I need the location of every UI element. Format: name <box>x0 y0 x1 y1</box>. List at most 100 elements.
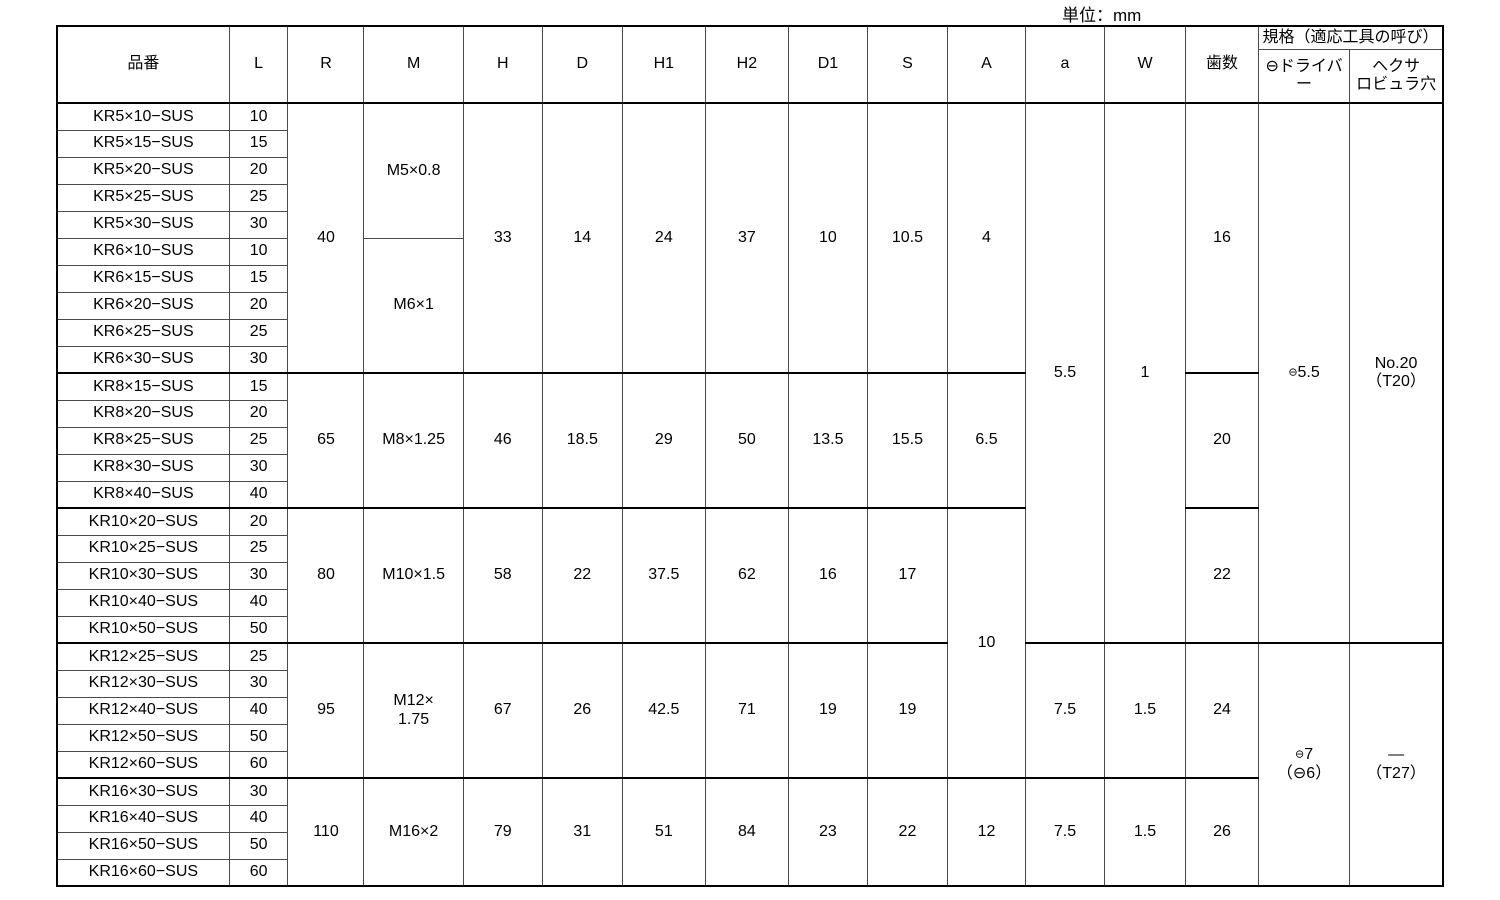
table-row: KR6×25−SUS 25 <box>56 318 1443 347</box>
cell-H1: 37.5 <box>621 507 706 644</box>
cell-L: 40 <box>228 696 289 725</box>
cell-H1: 42.5 <box>621 642 706 779</box>
cell-S: 19 <box>866 642 948 779</box>
cell-S: 17 <box>866 507 948 644</box>
cell-a: 5.5 <box>1024 102 1105 644</box>
cell-hexalobular-line2: （T27） <box>1366 764 1426 782</box>
cell-M: M5×0.8 <box>363 102 464 239</box>
cell-H: 67 <box>462 642 543 779</box>
cell-H1: 29 <box>621 372 706 509</box>
header-D1: D1 <box>787 25 868 104</box>
cell-A: 12 <box>946 777 1026 887</box>
cell-hinban: KR5×20−SUS <box>56 156 230 185</box>
cell-M-line1: M12× <box>393 692 434 710</box>
specification-table: 品番 L R M H D H1 H2 D1 S A a W 歯数 規格（適応工具… <box>56 25 1444 887</box>
cell-hinban: KR6×25−SUS <box>56 318 230 347</box>
cell-hinban: KR16×60−SUS <box>56 858 230 887</box>
header-H1: H1 <box>621 25 706 104</box>
cell-L: 10 <box>228 237 289 266</box>
cell-hinban: KR12×50−SUS <box>56 723 230 752</box>
cell-H2: 50 <box>704 372 789 509</box>
cell-H: 46 <box>462 372 543 509</box>
cell-L: 30 <box>228 345 289 374</box>
cell-H2: 62 <box>704 507 789 644</box>
table-row: KR10×30−SUS 30 <box>56 561 1443 590</box>
table-row: KR5×10−SUS 10 40 M5×0.8 33 14 24 37 10 1… <box>56 102 1444 644</box>
cell-hinban: KR6×10−SUS <box>56 237 230 266</box>
table-row: KR5×30−SUS 30 <box>56 210 1443 239</box>
header-spec-group: 規格（適応工具の呼び） <box>1257 25 1444 50</box>
cell-M: M10×1.5 <box>363 507 464 644</box>
cell-L: 60 <box>228 858 289 887</box>
cell-H: 33 <box>462 102 543 374</box>
header-R: R <box>287 25 365 104</box>
cell-hinban: KR5×25−SUS <box>56 183 230 212</box>
cell-hexalobular: ― （T27） <box>1349 642 1444 887</box>
cell-L: 15 <box>228 264 289 293</box>
cell-L: 40 <box>228 588 289 617</box>
cell-L: 30 <box>228 453 289 482</box>
cell-hinban: KR10×40−SUS <box>56 588 230 617</box>
cell-L: 50 <box>228 831 289 860</box>
table-row: KR8×40−SUS 40 <box>56 480 1443 509</box>
header-driver: ⊖ドライバー <box>1257 49 1351 104</box>
cell-hinban: KR10×50−SUS <box>56 615 230 644</box>
cell-hinban: KR5×15−SUS <box>56 129 230 158</box>
cell-L: 25 <box>228 318 289 347</box>
header-H: H <box>462 25 543 104</box>
cell-hinban: KR8×15−SUS <box>56 372 230 401</box>
cell-hexalobular-line2: （T20） <box>1366 373 1426 390</box>
cell-hinban: KR12×60−SUS <box>56 750 230 779</box>
cell-R: 110 <box>287 777 365 887</box>
cell-L: 30 <box>228 669 289 698</box>
cell-M: M6×1 <box>363 237 464 374</box>
header-M: M <box>363 25 464 104</box>
cell-a: 7.5 <box>1024 642 1105 779</box>
cell-L: 40 <box>228 480 289 509</box>
cell-A: 10 <box>946 507 1026 779</box>
cell-a: 7.5 <box>1024 777 1105 887</box>
cell-hinban: KR8×40−SUS <box>56 480 230 509</box>
cell-A: 6.5 <box>946 372 1026 509</box>
table-row: KR6×30−SUS 30 <box>56 345 1443 374</box>
header-H2: H2 <box>704 25 789 104</box>
cell-H2: 84 <box>704 777 789 887</box>
cell-H2: 71 <box>704 642 789 779</box>
cell-D: 18.5 <box>541 372 623 509</box>
cell-S: 22 <box>866 777 948 887</box>
cell-L: 25 <box>228 642 289 671</box>
cell-D: 22 <box>541 507 623 644</box>
cell-S: 15.5 <box>866 372 948 509</box>
cell-R: 65 <box>287 372 365 509</box>
table-row: KR5×15−SUS 15 <box>56 129 1443 158</box>
cell-R: 40 <box>287 102 365 374</box>
cell-W: 1 <box>1103 102 1187 644</box>
cell-W: 1.5 <box>1103 777 1187 887</box>
cell-hexalobular-line1: ― <box>1388 746 1405 764</box>
cell-hinban: KR16×30−SUS <box>56 777 230 806</box>
cell-hinban: KR6×15−SUS <box>56 264 230 293</box>
cell-M: M8×1.25 <box>363 372 464 509</box>
header-hexalobular: ヘクサ ロビュラ穴 <box>1349 49 1444 104</box>
cell-hinban: KR16×40−SUS <box>56 804 230 833</box>
cell-L: 20 <box>228 291 289 320</box>
header-hinban: 品番 <box>56 25 230 104</box>
cell-hexalobular: No.20 （T20） <box>1349 102 1444 644</box>
cell-teeth: 26 <box>1185 777 1259 887</box>
cell-D1: 16 <box>787 507 868 644</box>
cell-driver: ⊖5.5 <box>1257 102 1351 644</box>
cell-hinban: KR8×30−SUS <box>56 453 230 482</box>
cell-H1: 24 <box>621 102 706 374</box>
cell-hinban: KR8×25−SUS <box>56 426 230 455</box>
table-row: KR10×25−SUS 25 <box>56 534 1443 563</box>
table-row: KR10×20−SUS 20 80 M10×1.5 58 22 37.5 62 … <box>56 507 1443 779</box>
table-row: KR8×30−SUS 30 <box>56 453 1443 482</box>
unit-note: 単位：mm <box>1062 6 1142 25</box>
cell-L: 25 <box>228 183 289 212</box>
cell-driver-value: 7 <box>1304 746 1314 764</box>
cell-hinban: KR5×10−SUS <box>56 102 230 131</box>
table-row: KR12×25−SUS 25 95 M12× 1.75 67 26 42.5 7… <box>56 642 1444 887</box>
table-row: KR16×60−SUS 60 <box>56 858 1443 887</box>
cell-D: 14 <box>541 102 623 374</box>
cell-D: 26 <box>541 642 623 779</box>
